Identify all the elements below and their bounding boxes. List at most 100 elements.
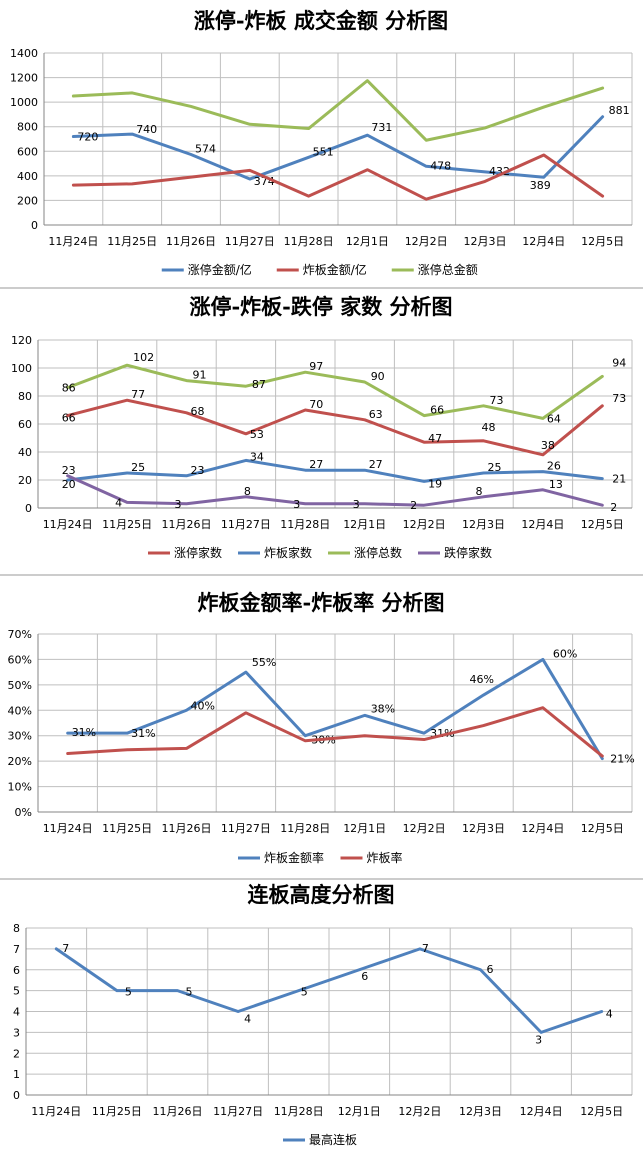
y-tick-label: 120 [11, 334, 32, 347]
y-tick-label: 60% [8, 653, 32, 666]
data-label: 21 [612, 473, 626, 486]
data-label: 27 [309, 458, 323, 471]
data-label: 3 [353, 498, 360, 511]
data-label: 94 [612, 356, 626, 369]
x-tick-label: 12月1日 [338, 1105, 381, 1118]
y-tick-label: 8 [13, 922, 20, 935]
y-tick-label: 4 [13, 1006, 20, 1019]
y-tick-label: 0 [25, 502, 32, 515]
data-label: 31% [72, 726, 96, 739]
x-tick-label: 11月25日 [102, 822, 152, 835]
legend-label: 炸板金额/亿 [303, 262, 367, 277]
chart-title: 炸板金额率-炸板率 分析图 [197, 590, 444, 615]
data-label: 8 [476, 485, 483, 498]
x-tick-label: 12月5日 [580, 1105, 623, 1118]
x-tick-label: 12月3日 [462, 822, 505, 835]
x-tick-label: 12月1日 [343, 822, 386, 835]
x-tick-label: 11月27日 [221, 518, 271, 531]
x-tick-label: 11月27日 [225, 235, 275, 248]
y-tick-label: 40% [8, 704, 32, 717]
data-label: 55% [252, 656, 276, 669]
data-label: 8 [244, 485, 251, 498]
y-tick-label: 200 [17, 194, 38, 207]
y-tick-label: 0 [31, 219, 38, 232]
y-tick-label: 80 [18, 390, 32, 403]
y-tick-label: 40 [18, 446, 32, 459]
x-tick-label: 11月28日 [284, 235, 334, 248]
series-line [71, 153, 605, 201]
data-label: 19 [428, 477, 442, 490]
data-label: 73 [490, 394, 504, 407]
legend-label: 涨停总金额 [418, 262, 478, 277]
legend-label: 炸板金额率 [264, 850, 324, 865]
data-label: 64 [547, 412, 561, 425]
y-tick-label: 30% [8, 730, 32, 743]
series-line [66, 706, 604, 758]
x-tick-label: 11月26日 [162, 822, 212, 835]
data-label: 3 [535, 1033, 542, 1046]
x-tick-label: 11月25日 [92, 1105, 142, 1118]
x-tick-label: 11月26日 [153, 1105, 203, 1118]
y-tick-label: 1 [13, 1068, 20, 1081]
y-tick-label: 1200 [10, 72, 38, 85]
data-label: 27 [369, 458, 383, 471]
series-line [66, 458, 604, 483]
y-tick-label: 0% [15, 806, 32, 819]
data-label: 3 [293, 498, 300, 511]
data-label: 68 [191, 405, 205, 418]
x-tick-label: 11月24日 [43, 822, 93, 835]
x-tick-label: 11月28日 [274, 1105, 324, 1118]
data-label: 47 [428, 432, 442, 445]
y-tick-label: 2 [13, 1047, 20, 1060]
x-tick-label: 12月5日 [581, 235, 624, 248]
y-tick-label: 10% [8, 781, 32, 794]
chart-title: 涨停-炸板-跌停 家数 分析图 [189, 294, 452, 319]
data-label: 34 [250, 450, 264, 463]
data-label: 86 [62, 382, 76, 395]
data-label: 23 [62, 464, 76, 477]
data-label: 478 [430, 159, 451, 172]
legend-label: 涨停家数 [174, 545, 222, 560]
data-label: 551 [313, 145, 334, 158]
data-label: 6 [487, 963, 494, 976]
data-label: 7 [62, 942, 69, 955]
y-tick-label: 60 [18, 418, 32, 431]
y-tick-label: 20% [8, 755, 32, 768]
data-label: 23 [191, 464, 205, 477]
data-label: 73 [612, 392, 626, 405]
x-tick-label: 12月3日 [464, 235, 507, 248]
data-label: 38 [541, 439, 555, 452]
data-label: 720 [77, 131, 98, 144]
y-tick-label: 5 [13, 985, 20, 998]
series-line [71, 79, 605, 142]
x-tick-label: 12月2日 [403, 822, 446, 835]
x-tick-label: 12月5日 [581, 518, 624, 531]
data-label: 26 [547, 460, 561, 473]
data-label: 25 [131, 461, 145, 474]
series-line [66, 363, 604, 420]
data-label: 91 [193, 369, 207, 382]
series-line [71, 115, 605, 181]
x-tick-label: 11月25日 [102, 518, 152, 531]
x-tick-label: 11月28日 [280, 822, 330, 835]
data-label: 60% [553, 647, 577, 660]
chart-1: 涨停-炸板 成交金额 分析图 0 200 400 600 800 1000 1200 1400 1… [10, 8, 633, 277]
x-tick-label: 11月27日 [213, 1105, 263, 1118]
y-tick-label: 800 [17, 121, 38, 134]
data-label: 4 [115, 496, 122, 509]
series-line [66, 657, 604, 761]
data-label: 25 [488, 461, 502, 474]
y-tick-label: 3 [13, 1026, 20, 1039]
legend-label: 涨停总数 [354, 545, 402, 560]
x-tick-label: 12月4日 [521, 518, 564, 531]
data-label: 7 [422, 942, 429, 955]
legend-label: 炸板率 [367, 850, 403, 865]
legend-label: 跌停家数 [444, 545, 492, 560]
series-line [54, 947, 604, 1034]
data-label: 740 [136, 123, 157, 136]
y-tick-label: 20 [18, 474, 32, 487]
data-label: 389 [530, 179, 551, 192]
x-tick-label: 12月3日 [462, 518, 505, 531]
chart-title: 涨停-炸板 成交金额 分析图 [194, 8, 448, 33]
y-tick-label: 1000 [10, 96, 38, 109]
